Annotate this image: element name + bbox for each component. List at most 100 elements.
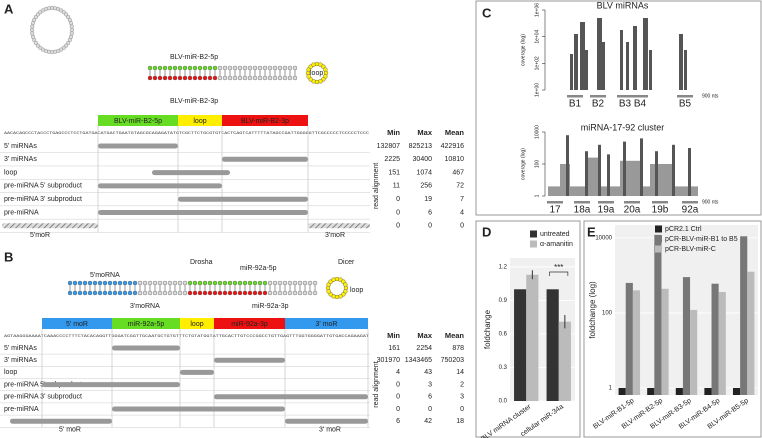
y-axis-label: coverage (log) bbox=[520, 148, 526, 180]
cell: 7 bbox=[460, 196, 464, 203]
structure-label: BLV-miR-B2-5p bbox=[170, 54, 218, 61]
nucleotide bbox=[282, 65, 288, 71]
nucleotide bbox=[292, 290, 298, 296]
cell: 2225 bbox=[384, 156, 400, 163]
end-label: 5' moR bbox=[59, 427, 81, 434]
nucleotide bbox=[142, 280, 148, 286]
coverage bbox=[620, 30, 623, 90]
region-label: B1 bbox=[569, 99, 582, 110]
nucleotide bbox=[272, 280, 278, 286]
nucleotide bbox=[272, 75, 278, 81]
alignment-bar bbox=[112, 406, 285, 412]
nucleotide bbox=[257, 65, 263, 71]
cell: 0 bbox=[396, 196, 400, 203]
y-axis-label: coverage (log) bbox=[520, 34, 526, 66]
nucleotide bbox=[212, 290, 218, 296]
bar bbox=[546, 289, 559, 401]
structure-label: 3'moRNA bbox=[130, 303, 160, 310]
nucleotide bbox=[157, 65, 163, 71]
panel-letter: C bbox=[482, 5, 492, 20]
nucleotide bbox=[237, 75, 243, 81]
end-label: 3' moR bbox=[319, 427, 341, 434]
segment bbox=[98, 115, 178, 126]
region-label: 17 bbox=[549, 205, 561, 216]
row-name: pre-miRNA bbox=[4, 209, 39, 216]
y-tick-label: 10000 bbox=[595, 235, 612, 241]
cell: 1074 bbox=[416, 169, 432, 176]
nucleotide bbox=[222, 290, 228, 296]
nucleotide bbox=[187, 280, 193, 286]
nucleotide bbox=[82, 290, 88, 296]
structure-label: 5'moRNA bbox=[90, 272, 120, 279]
coverage bbox=[580, 22, 585, 90]
nucleotide bbox=[107, 280, 113, 286]
region-bar bbox=[682, 201, 698, 204]
nucleotide bbox=[207, 65, 213, 71]
coverage bbox=[585, 157, 600, 196]
cell: 1343465 bbox=[405, 357, 432, 364]
nucleotide bbox=[102, 290, 108, 296]
nucleotide bbox=[247, 65, 253, 71]
nucleotide bbox=[237, 280, 243, 286]
nucleotide bbox=[122, 290, 128, 296]
nucleotide bbox=[207, 280, 213, 286]
column-header: Mean bbox=[445, 331, 465, 340]
structure-label: loop bbox=[310, 70, 323, 77]
nucleotide bbox=[252, 290, 258, 296]
nucleotide bbox=[147, 280, 153, 286]
nucleotide bbox=[262, 290, 268, 296]
nucleotide bbox=[242, 290, 248, 296]
bar bbox=[740, 236, 748, 395]
nucleotide bbox=[202, 65, 208, 71]
cell: 132807 bbox=[377, 143, 400, 150]
coverage bbox=[566, 135, 569, 196]
coverage bbox=[643, 18, 648, 90]
cell: 6 bbox=[428, 209, 432, 216]
annotation: *** bbox=[554, 263, 563, 272]
cell: 0 bbox=[396, 209, 400, 216]
nucleotide bbox=[227, 290, 233, 296]
region-bar bbox=[574, 201, 590, 204]
bar bbox=[618, 387, 626, 395]
nucleotide bbox=[97, 290, 103, 296]
nucleotide bbox=[142, 290, 148, 296]
nucleotide bbox=[30, 31, 35, 36]
end-label: 3'moR bbox=[325, 232, 345, 239]
nucleotide bbox=[177, 280, 183, 286]
alignment-bar bbox=[222, 156, 308, 162]
region-bar bbox=[598, 201, 614, 204]
nucleotide bbox=[192, 65, 198, 71]
cell: 72 bbox=[456, 183, 464, 190]
cell: 0 bbox=[428, 406, 432, 413]
region-bar bbox=[547, 201, 563, 204]
nucleotide bbox=[162, 65, 168, 71]
nucleotide bbox=[64, 43, 69, 48]
region-label: B3 bbox=[619, 99, 632, 110]
nucleotide bbox=[157, 290, 163, 296]
structure-label: Dicer bbox=[338, 259, 355, 266]
coverage bbox=[607, 154, 610, 196]
column-header: Max bbox=[417, 331, 432, 340]
alignment-bar bbox=[98, 210, 308, 215]
legend-swatch bbox=[655, 225, 662, 233]
nucleotide bbox=[38, 45, 43, 50]
nucleotide bbox=[147, 65, 153, 71]
nucleotide bbox=[207, 290, 213, 296]
row-name: pre-miRNA 5' subproduct bbox=[4, 183, 82, 190]
chart-title: miRNA-17-92 cluster bbox=[581, 122, 665, 132]
cell: 878 bbox=[452, 345, 464, 352]
panel-letter: B bbox=[4, 249, 13, 264]
alignment-bar bbox=[152, 170, 230, 176]
nucleotide bbox=[252, 280, 258, 286]
nucleotide bbox=[312, 290, 318, 296]
cell: 4 bbox=[460, 209, 464, 216]
nucleotide bbox=[232, 290, 238, 296]
nucleotide bbox=[247, 280, 253, 286]
region-bar bbox=[677, 95, 693, 98]
nucleotide bbox=[262, 280, 268, 286]
coverage bbox=[602, 42, 605, 90]
row-name: pre-miRNA bbox=[4, 406, 39, 413]
y-tick-label: 100 bbox=[602, 310, 613, 316]
bracket bbox=[549, 271, 569, 276]
cell: 14 bbox=[456, 369, 464, 376]
